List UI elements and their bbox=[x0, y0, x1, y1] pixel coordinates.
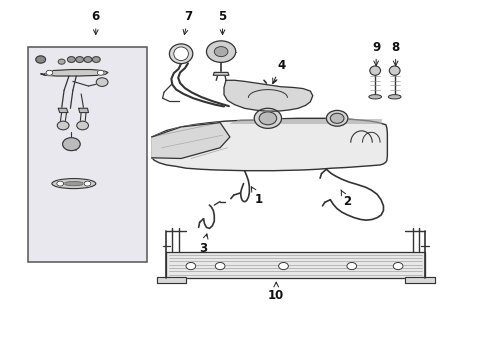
Circle shape bbox=[76, 57, 83, 62]
Circle shape bbox=[392, 262, 402, 270]
Polygon shape bbox=[152, 123, 229, 158]
Circle shape bbox=[97, 70, 104, 75]
Circle shape bbox=[84, 57, 92, 62]
Ellipse shape bbox=[173, 47, 188, 60]
Polygon shape bbox=[166, 252, 424, 278]
Ellipse shape bbox=[388, 66, 399, 75]
Circle shape bbox=[330, 113, 343, 123]
Text: 3: 3 bbox=[199, 234, 207, 255]
Polygon shape bbox=[79, 108, 88, 113]
Polygon shape bbox=[405, 277, 434, 283]
Circle shape bbox=[96, 78, 108, 86]
Ellipse shape bbox=[214, 46, 227, 57]
Circle shape bbox=[254, 108, 281, 129]
Text: 4: 4 bbox=[272, 59, 285, 83]
Circle shape bbox=[46, 70, 53, 75]
Circle shape bbox=[77, 121, 88, 130]
Polygon shape bbox=[157, 277, 185, 283]
Ellipse shape bbox=[64, 181, 83, 186]
Text: 1: 1 bbox=[251, 187, 263, 206]
Text: 5: 5 bbox=[218, 10, 226, 35]
Circle shape bbox=[92, 57, 100, 62]
Circle shape bbox=[278, 262, 288, 270]
Circle shape bbox=[67, 57, 75, 62]
Text: 7: 7 bbox=[183, 10, 192, 35]
Ellipse shape bbox=[206, 41, 235, 62]
Circle shape bbox=[57, 121, 69, 130]
Circle shape bbox=[326, 111, 347, 126]
Polygon shape bbox=[213, 72, 228, 75]
Circle shape bbox=[185, 262, 195, 270]
Polygon shape bbox=[41, 69, 108, 76]
Text: 8: 8 bbox=[391, 41, 399, 66]
Text: 6: 6 bbox=[91, 10, 100, 35]
Text: 9: 9 bbox=[371, 41, 380, 66]
Ellipse shape bbox=[169, 44, 192, 64]
Polygon shape bbox=[58, 108, 68, 113]
Circle shape bbox=[259, 112, 276, 125]
Ellipse shape bbox=[52, 179, 96, 189]
Circle shape bbox=[36, 56, 45, 63]
Text: 2: 2 bbox=[340, 190, 350, 208]
Bar bbox=[27, 47, 147, 262]
Polygon shape bbox=[224, 80, 312, 111]
Text: 10: 10 bbox=[267, 282, 284, 302]
Polygon shape bbox=[152, 118, 386, 171]
Circle shape bbox=[58, 59, 65, 64]
Circle shape bbox=[84, 181, 91, 186]
Circle shape bbox=[57, 181, 63, 186]
Ellipse shape bbox=[369, 66, 380, 75]
Ellipse shape bbox=[387, 95, 400, 99]
Circle shape bbox=[62, 138, 80, 150]
Circle shape bbox=[215, 262, 224, 270]
Ellipse shape bbox=[368, 95, 381, 99]
Circle shape bbox=[346, 262, 356, 270]
